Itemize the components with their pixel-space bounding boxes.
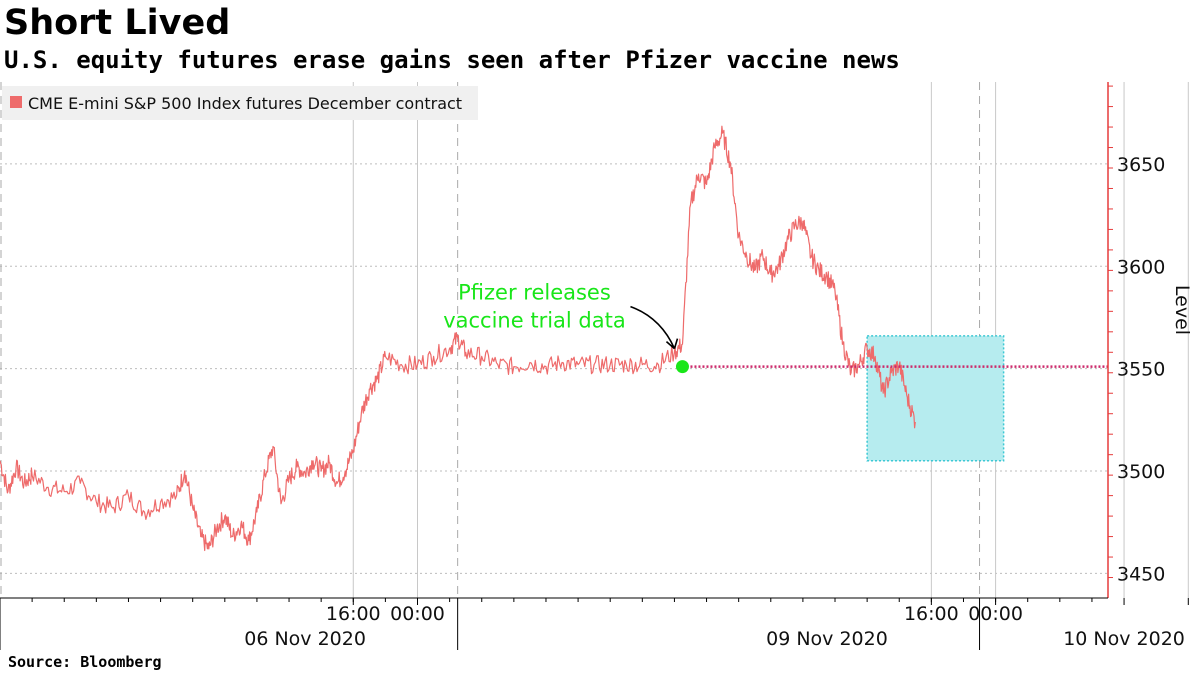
- y-axis-label: Level: [1171, 285, 1193, 335]
- chart-subtitle: U.S. equity futures erase gains seen aft…: [4, 46, 900, 74]
- x-day-label: 09 Nov 2020: [766, 628, 888, 650]
- y-tick-label: 3600: [1117, 256, 1165, 278]
- x-day-label: 06 Nov 2020: [244, 628, 366, 650]
- y-tick-label: 3550: [1117, 359, 1165, 381]
- legend: CME E-mini S&P 500 Index futures Decembe…: [2, 86, 478, 120]
- annotation-line-1: Pfizer releases: [458, 281, 611, 305]
- source-note: Source: Bloomberg: [8, 653, 162, 671]
- y-tick-label: 3650: [1117, 154, 1165, 176]
- legend-background: [2, 86, 478, 120]
- x-axis: 16:00 00:00 16:00 00:00 06 Nov 2020 09 Nov 20…: [0, 597, 1189, 650]
- x-tick-label: 16:00: [326, 603, 381, 625]
- chart-title: Short Lived: [4, 3, 231, 43]
- series-line: [0, 125, 916, 552]
- y-axis: 3450 3500 3550 3600 3650: [1107, 82, 1165, 598]
- x-tick-label: 16:00: [904, 603, 959, 625]
- x-tick-label: 00:00: [968, 603, 1023, 625]
- legend-label: CME E-mini S&P 500 Index futures Decembe…: [28, 94, 462, 113]
- recent-range-highlight: [866, 335, 1005, 462]
- annotation-arrow: [630, 305, 679, 350]
- legend-swatch: [10, 96, 22, 108]
- x-day-label: 10 Nov 2020: [1063, 628, 1185, 650]
- y-tick-label: 3450: [1117, 563, 1165, 585]
- y-tick-label: 3500: [1117, 461, 1165, 483]
- pfizer-annotation: Pfizer releases vaccine trial data: [443, 281, 689, 374]
- annotation-line-2: vaccine trial data: [443, 309, 626, 333]
- gridlines: [0, 82, 1189, 598]
- x-tick-label: 00:00: [390, 603, 445, 625]
- annotation-point: [675, 360, 689, 374]
